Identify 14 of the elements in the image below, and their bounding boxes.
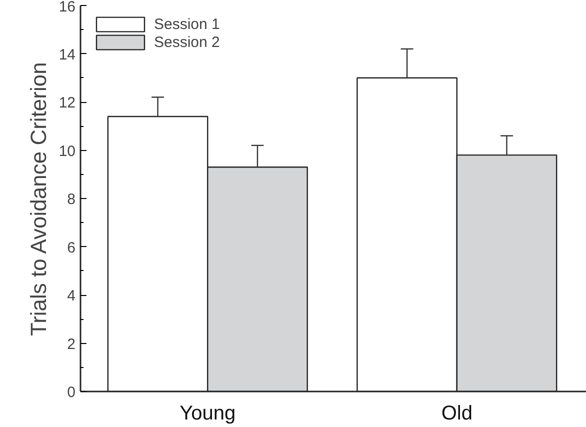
y-tick-label: 0 (67, 384, 76, 401)
y-tick-label: 4 (67, 288, 76, 304)
y-tick-label: 6 (67, 239, 76, 256)
y-tick-label: 12 (58, 94, 76, 112)
y-tick-label: 8 (67, 191, 76, 208)
y-axis-title: Trials to Avoidance Criterion (26, 62, 51, 336)
y-tick-label: 14 (58, 46, 76, 64)
y-tick-label: 16 (58, 0, 76, 16)
legend-label: Session 2 (154, 34, 220, 50)
x-tick-label: Old (441, 402, 472, 424)
legend-label: Session 1 (154, 16, 220, 32)
y-tick-label: 10 (58, 142, 76, 160)
x-tick-label: Young (180, 402, 236, 424)
y-tick-label: 2 (67, 336, 76, 353)
